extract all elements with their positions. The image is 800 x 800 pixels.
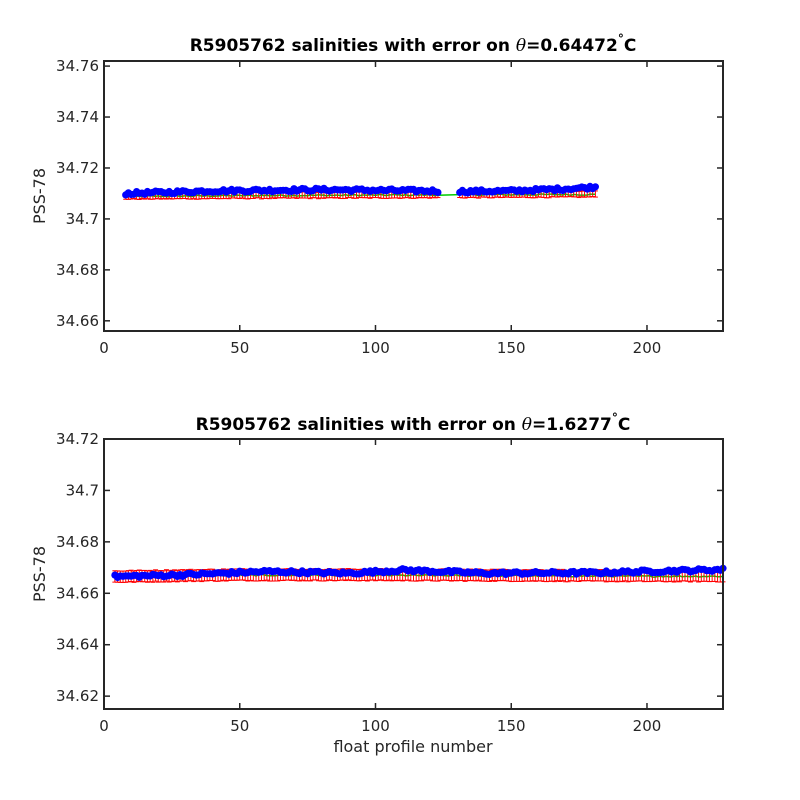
x-tick-label: 150 [497,717,526,735]
y-tick-label: 34.72 [56,159,99,177]
y-tick-label: 34.62 [56,687,99,705]
y-tick-label: 34.7 [66,481,99,499]
axis-ticks-top: 0 50 100 150 200 34.66 34.68 34.7 34.72 34.74 34.7… [56,57,723,357]
y-tick-label: 34.7 [66,210,99,228]
x-tick-label: 200 [633,339,662,357]
x-tick-label: 0 [99,717,109,735]
x-tick-label: 0 [99,339,109,357]
y-tick-label: 34.68 [56,533,99,551]
x-tick-label: 50 [230,717,249,735]
x-axis-label: float profile number [333,737,493,756]
plot-title-top: R5905762 salinities with error on θ=0.64… [190,32,637,56]
y-tick-label: 34.64 [56,636,99,654]
data-point [591,183,600,191]
y-tick-label: 34.74 [56,108,99,126]
y-tick-label: 34.76 [56,57,99,75]
y-tick-label: 34.68 [56,261,99,279]
y-axis-label-top: PSS-78 [30,168,49,224]
plot-area-top [122,182,600,200]
data-point [434,188,442,196]
axes-frame-top [103,60,724,332]
x-tick-label: 100 [361,339,390,357]
x-tick-label: 200 [633,717,662,735]
axes-frame-bottom [103,438,724,710]
y-axis-label-bottom: PSS-78 [30,546,49,602]
x-tick-label: 50 [230,339,249,357]
y-tick-label: 34.66 [56,312,99,330]
axis-ticks-bottom: 0 50 100 150 200 34.62 34.64 34.66 34.68 34.7 34.7… [56,430,723,735]
salinity-plot-bottom: R5905762 salinities with error on θ=1.62… [30,411,727,756]
plot-title-bottom: R5905762 salinities with error on θ=1.62… [196,411,631,435]
plot-area-bottom [111,564,727,583]
salinity-plot-top: R5905762 salinities with error on θ=0.64… [30,32,724,357]
y-tick-label: 34.72 [56,430,99,448]
y-tick-label: 34.66 [56,584,99,602]
x-tick-label: 100 [361,717,390,735]
x-tick-label: 150 [497,339,526,357]
